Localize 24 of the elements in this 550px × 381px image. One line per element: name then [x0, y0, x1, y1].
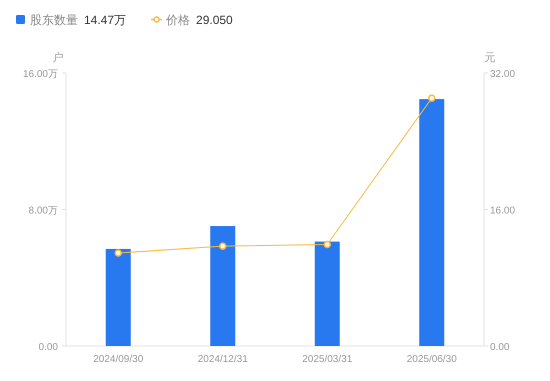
bar	[419, 99, 444, 346]
y2-tick-label: 0.00	[490, 342, 510, 353]
bar	[210, 226, 236, 346]
x-tick-label: 2025/06/30	[406, 354, 458, 365]
y-tick-label: 8.00万	[28, 206, 58, 216]
x-tick-label: 2024/12/31	[198, 354, 248, 365]
y2-tick-label: 32.00	[490, 69, 516, 80]
text: 29.050	[196, 13, 234, 27]
bar	[314, 242, 340, 346]
legend-label: 股东数量	[30, 13, 78, 27]
point	[114, 249, 122, 257]
y2-axis-title: 元	[484, 52, 496, 64]
bar	[106, 248, 131, 346]
y-tick-label: 0.00	[38, 342, 58, 353]
y-tick-label: 16.00万	[22, 69, 58, 80]
x-tick-label: 2024/09/30	[93, 354, 144, 365]
point	[219, 242, 226, 250]
x-tick-label: 2025/03/31	[302, 354, 353, 365]
text: 14.47万	[84, 13, 126, 27]
point	[324, 240, 331, 248]
y-axis-title: 户	[52, 51, 64, 64]
y2-tick-label: 16.00	[490, 206, 516, 216]
point	[428, 94, 436, 102]
legend-label: 价格	[165, 13, 190, 27]
